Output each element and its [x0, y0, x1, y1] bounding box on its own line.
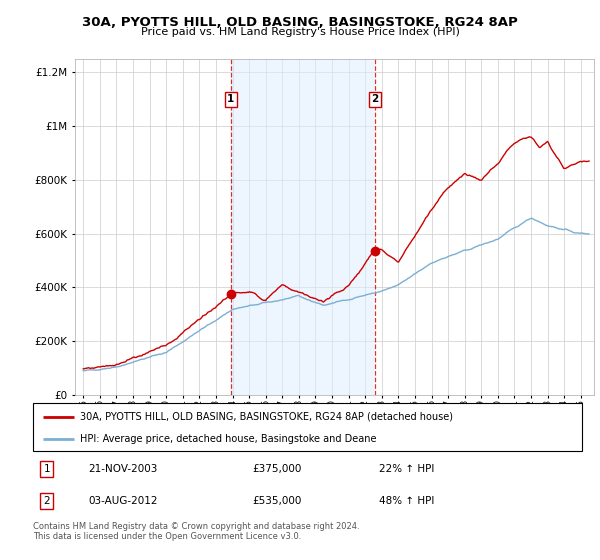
- Text: 1: 1: [43, 464, 50, 474]
- Text: 2: 2: [43, 496, 50, 506]
- Text: 03-AUG-2012: 03-AUG-2012: [88, 496, 157, 506]
- Text: Contains HM Land Registry data © Crown copyright and database right 2024.
This d: Contains HM Land Registry data © Crown c…: [33, 522, 359, 542]
- Text: 21-NOV-2003: 21-NOV-2003: [88, 464, 157, 474]
- Text: Price paid vs. HM Land Registry's House Price Index (HPI): Price paid vs. HM Land Registry's House …: [140, 27, 460, 37]
- Text: 2: 2: [371, 94, 379, 104]
- Text: £375,000: £375,000: [253, 464, 302, 474]
- Text: 48% ↑ HPI: 48% ↑ HPI: [379, 496, 434, 506]
- Text: HPI: Average price, detached house, Basingstoke and Deane: HPI: Average price, detached house, Basi…: [80, 434, 376, 444]
- Text: 30A, PYOTTS HILL, OLD BASING, BASINGSTOKE, RG24 8AP (detached house): 30A, PYOTTS HILL, OLD BASING, BASINGSTOK…: [80, 412, 452, 422]
- Text: £535,000: £535,000: [253, 496, 302, 506]
- Text: 1: 1: [227, 94, 235, 104]
- Text: 30A, PYOTTS HILL, OLD BASING, BASINGSTOKE, RG24 8AP: 30A, PYOTTS HILL, OLD BASING, BASINGSTOK…: [82, 16, 518, 29]
- Text: 22% ↑ HPI: 22% ↑ HPI: [379, 464, 434, 474]
